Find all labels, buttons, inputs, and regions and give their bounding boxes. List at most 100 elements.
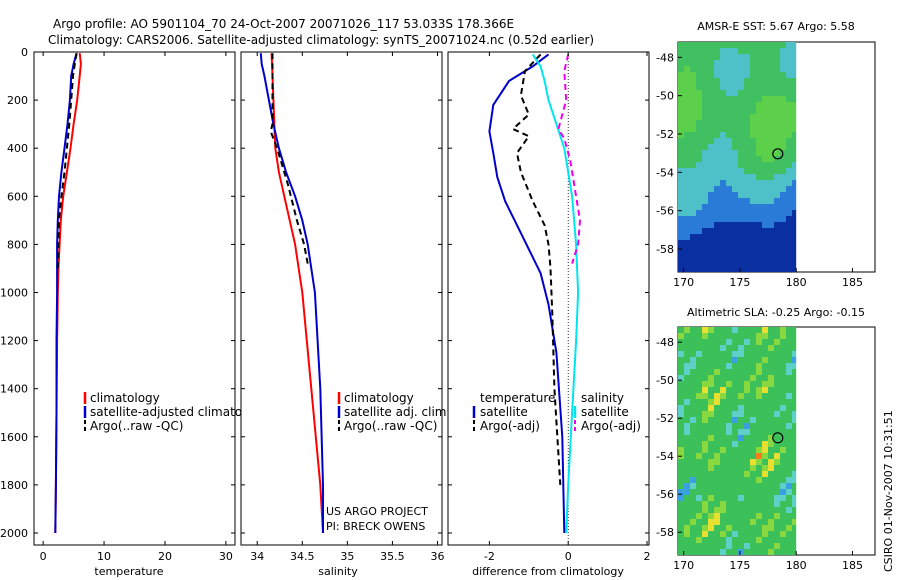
- map-cell: [684, 327, 690, 333]
- map-cell: [702, 339, 708, 345]
- map-cell: [750, 453, 756, 459]
- map-cell: [768, 339, 774, 345]
- map-cell: [732, 216, 738, 222]
- map-cell: [768, 351, 774, 357]
- map-cell: [732, 339, 738, 345]
- map-cell: [684, 240, 690, 246]
- map-cell: [768, 168, 774, 174]
- map-cell: [714, 216, 720, 222]
- map-cell: [792, 453, 797, 459]
- map-cell: [732, 537, 738, 543]
- sla-field: [678, 327, 797, 555]
- map-cell: [756, 90, 762, 96]
- map-cell: [780, 417, 786, 423]
- map-cell: [756, 477, 762, 483]
- map-cell: [774, 180, 780, 186]
- map-cell: [756, 66, 762, 72]
- map-cell: [702, 405, 708, 411]
- map-cell: [690, 198, 696, 204]
- map-cell: [684, 405, 690, 411]
- map-cell: [690, 327, 696, 333]
- difference-xtick-label: 2: [644, 550, 651, 563]
- map-cell: [756, 525, 762, 531]
- map-cell: [774, 168, 780, 174]
- map-cell: [780, 453, 786, 459]
- map-cell: [678, 471, 684, 477]
- map-cell: [702, 234, 708, 240]
- map-cell: [786, 537, 792, 543]
- map-cell: [726, 228, 732, 234]
- map-cell: [786, 270, 792, 272]
- map-cell: [756, 441, 762, 447]
- map-cell: [744, 102, 750, 108]
- map-cell: [756, 138, 762, 144]
- map-cell: [768, 54, 774, 60]
- map-cell: [774, 363, 780, 369]
- map-cell: [732, 156, 738, 162]
- map-cell: [744, 138, 750, 144]
- map-cell: [792, 327, 797, 333]
- map-cell: [780, 186, 786, 192]
- map-cell: [732, 48, 738, 54]
- map-cell: [684, 132, 690, 138]
- map-cell: [696, 543, 702, 549]
- map-cell: [786, 234, 792, 240]
- map-cell: [786, 339, 792, 345]
- map-cell: [708, 519, 714, 525]
- map-cell: [690, 84, 696, 90]
- depth-tick-label: 1800: [0, 479, 28, 492]
- map-cell: [786, 369, 792, 375]
- map-cell: [702, 198, 708, 204]
- sst-map-panel: AMSR-E SST: 5.67 Argo: 5.58 170 175 180 185…: [656, 20, 876, 289]
- side-stamp: CSIRO 01-Nov-2007 10:31:51: [882, 410, 895, 572]
- map-cell: [678, 489, 684, 495]
- map-cell: [744, 417, 750, 423]
- map-cell: [690, 549, 696, 555]
- map-cell: [708, 375, 714, 381]
- map-cell: [684, 66, 690, 72]
- map-cell: [726, 411, 732, 417]
- map-cell: [720, 339, 726, 345]
- map-cell: [786, 216, 792, 222]
- map-cell: [696, 513, 702, 519]
- map-ytick-label: -56: [656, 488, 674, 501]
- map-cell: [690, 459, 696, 465]
- map-cell: [774, 441, 780, 447]
- map-cell: [678, 216, 684, 222]
- map-cell: [750, 465, 756, 471]
- map-cell: [762, 72, 768, 78]
- map-cell: [732, 132, 738, 138]
- map-cell: [774, 54, 780, 60]
- map-cell: [738, 204, 744, 210]
- map-cell: [702, 204, 708, 210]
- map-cell: [726, 60, 732, 66]
- map-cell: [780, 369, 786, 375]
- map-cell: [678, 270, 684, 272]
- map-cell: [732, 264, 738, 270]
- map-cell: [690, 258, 696, 264]
- map-cell: [762, 240, 768, 246]
- map-cell: [702, 465, 708, 471]
- map-cell: [732, 441, 738, 447]
- map-cell: [750, 483, 756, 489]
- map-cell: [738, 144, 744, 150]
- map-cell: [786, 405, 792, 411]
- map-cell: [792, 333, 797, 339]
- map-cell: [714, 198, 720, 204]
- map-cell: [762, 48, 768, 54]
- map-cell: [726, 429, 732, 435]
- map-cell: [768, 423, 774, 429]
- temperature-series-satellite-adjusted-climatolog: [54, 52, 78, 534]
- map-cell: [684, 411, 690, 417]
- map-cell: [786, 513, 792, 519]
- map-cell: [750, 531, 756, 537]
- map-cell: [762, 102, 768, 108]
- map-cell: [738, 333, 744, 339]
- map-cell: [738, 192, 744, 198]
- map-cell: [750, 132, 756, 138]
- map-cell: [726, 501, 732, 507]
- map-cell: [780, 198, 786, 204]
- map-cell: [684, 114, 690, 120]
- map-cell: [786, 357, 792, 363]
- map-cell: [792, 471, 797, 477]
